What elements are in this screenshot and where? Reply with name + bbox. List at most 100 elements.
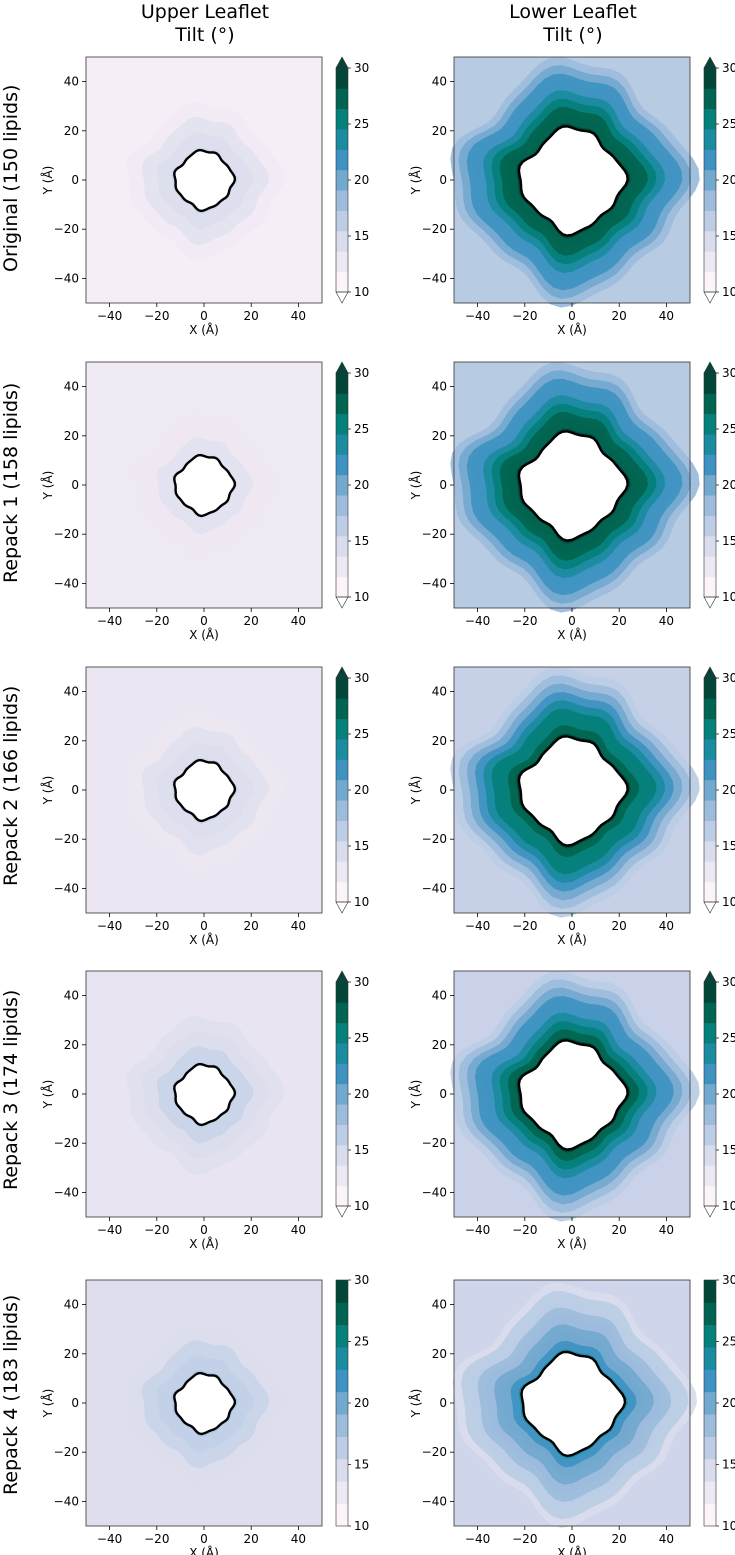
colorbar-tick-label: 25: [354, 727, 369, 741]
x-tick-label: 0: [568, 919, 576, 933]
colorbar-extend-top: [335, 361, 349, 374]
x-tick-label: −20: [512, 1532, 537, 1546]
y-tick-label: 0: [439, 1396, 447, 1410]
colorbar-tick-label: 20: [354, 1087, 369, 1101]
colorbar-segment: [336, 576, 348, 598]
x-tick-label: 0: [568, 614, 576, 628]
x-tick-label: 0: [200, 919, 208, 933]
colorbar-segment: [704, 474, 716, 496]
colorbar-tick-label: 10: [354, 1519, 369, 1533]
colorbar-segment: [336, 1369, 348, 1393]
y-tick-label: 0: [439, 173, 447, 187]
colorbar-segment: [704, 759, 716, 781]
colorbar-tick-label: 20: [354, 1396, 369, 1410]
colorbar-segment: [704, 230, 716, 252]
x-tick-label: 20: [612, 309, 627, 323]
colorbar-tick-label: 10: [722, 1519, 735, 1533]
colorbar-segment: [336, 190, 348, 211]
colorbar-segment: [704, 190, 716, 211]
colorbar-segment: [336, 413, 348, 435]
colorbar-segment: [704, 535, 716, 557]
colorbar-segment: [336, 1280, 348, 1303]
y-tick-label: 20: [432, 734, 447, 748]
colorbar: 10 15 20 25 30: [703, 666, 735, 914]
x-tick-label: −40: [465, 1532, 490, 1546]
colorbar-segment: [704, 861, 716, 883]
y-tick-label: 40: [64, 989, 79, 1003]
x-tick-label: −40: [465, 1223, 490, 1237]
x-axis-label: X (Å): [557, 932, 587, 947]
y-tick-label: −20: [54, 1136, 79, 1150]
colorbar-segment: [704, 88, 716, 110]
colorbar-tick-label: 15: [722, 1143, 735, 1157]
colorbar-segment: [336, 495, 348, 516]
colorbar-tick-label: 25: [354, 1335, 369, 1349]
column-title-upper-line1: Upper Leaflet: [140, 1, 270, 23]
protein-outline: [517, 735, 629, 847]
colorbar-segment: [704, 373, 716, 394]
colorbar-segment: [336, 393, 348, 415]
y-tick-label: 0: [71, 783, 79, 797]
y-tick-label: 20: [64, 124, 79, 138]
x-tick-label: −20: [512, 309, 537, 323]
colorbar-segment: [336, 210, 348, 232]
colorbar-segment: [704, 454, 716, 476]
colorbar-extend-bottom: [703, 291, 717, 304]
colorbar-tick-label: 20: [722, 478, 735, 492]
y-tick-label: 0: [71, 1396, 79, 1410]
x-tick-label: 20: [244, 1532, 259, 1546]
colorbar-tick-label: 30: [354, 61, 369, 75]
x-axis-label: X (Å): [189, 1545, 219, 1555]
colorbar-segment: [704, 271, 716, 293]
colorbar-segment: [704, 1436, 716, 1460]
colorbar-segment: [704, 251, 716, 273]
y-axis-label: Y (Å): [408, 471, 423, 501]
colorbar-tick-label: 30: [354, 1273, 369, 1287]
panel-lower-repack-1: −40 −20 0 20 40 −40 −20 0 20 40 X (Å) Y (Å) 10 15 20 25…: [408, 361, 735, 642]
colorbar-segment: [336, 1104, 348, 1125]
x-tick-label: 20: [244, 1223, 259, 1237]
colorbar-segment: [336, 759, 348, 781]
y-tick-label: −40: [422, 1185, 447, 1199]
colorbar: 10 15 20 25 30: [335, 666, 369, 914]
y-tick-label: 20: [64, 1038, 79, 1052]
colorbar-segment: [336, 1022, 348, 1044]
y-tick-label: −40: [54, 1185, 79, 1199]
panel-upper-repack-3: −40 −20 0 20 40 −40 −20 0 20 40 X (Å) Y (Å) 10 15 20 25…: [40, 970, 369, 1251]
colorbar-segment: [704, 1280, 716, 1303]
colorbar-tick-label: 10: [354, 895, 369, 909]
colorbar-segment: [704, 1347, 716, 1370]
colorbar-segment: [336, 434, 348, 455]
colorbar-segment: [704, 1104, 716, 1125]
y-tick-label: 0: [71, 1087, 79, 1101]
y-tick-label: −20: [54, 222, 79, 236]
y-tick-label: 20: [432, 429, 447, 443]
column-title-lower: Lower Leaflet Tilt (°): [453, 1, 693, 47]
colorbar-segment: [704, 1002, 716, 1024]
colorbar-segment: [704, 576, 716, 598]
colorbar-segment: [704, 515, 716, 537]
y-tick-label: 40: [432, 75, 447, 89]
colorbar-segment: [336, 1083, 348, 1105]
y-tick-label: 20: [432, 124, 447, 138]
x-axis-label: X (Å): [189, 1236, 219, 1251]
colorbar-segment: [336, 129, 348, 150]
x-axis-label: X (Å): [557, 322, 587, 337]
colorbar-segment: [336, 1391, 348, 1415]
colorbar-tick-label: 25: [354, 422, 369, 436]
x-tick-label: 0: [200, 614, 208, 628]
y-axis-label: Y (Å): [40, 471, 55, 501]
x-tick-label: 40: [659, 309, 674, 323]
y-tick-label: 40: [64, 685, 79, 699]
protein-outline: [173, 454, 237, 518]
x-tick-label: 0: [200, 1223, 208, 1237]
colorbar-extend-top: [703, 56, 717, 69]
colorbar-segment: [336, 840, 348, 862]
x-tick-label: 40: [291, 1223, 306, 1237]
y-tick-label: 20: [64, 429, 79, 443]
colorbar-segment: [336, 271, 348, 293]
y-axis-label: Y (Å): [408, 166, 423, 196]
colorbar-segment: [336, 861, 348, 883]
colorbar-tick-label: 25: [722, 727, 735, 741]
colorbar-segment: [704, 149, 716, 171]
